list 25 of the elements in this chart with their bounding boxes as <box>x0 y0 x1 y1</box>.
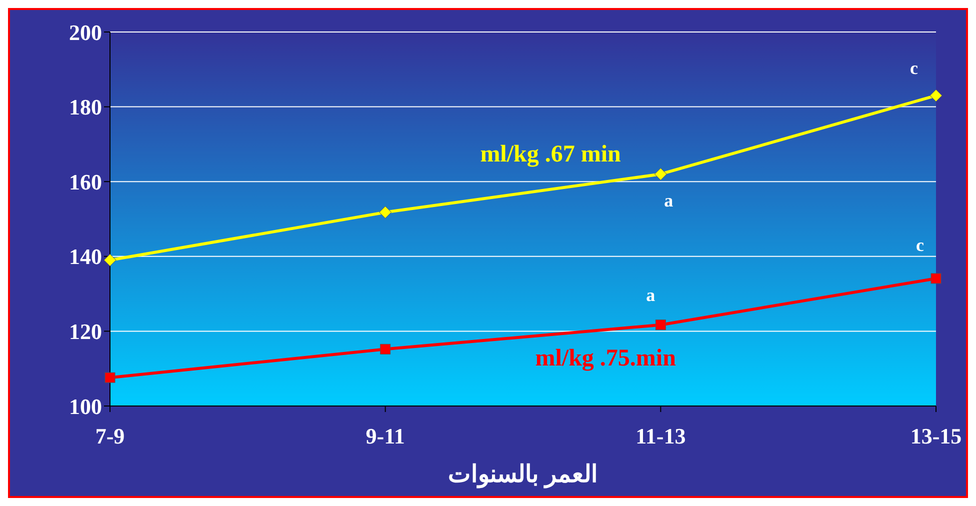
x-tick-label: 13-15 <box>910 424 962 449</box>
x-tick-label: 9-11 <box>366 424 405 449</box>
x-tick-label: 11-13 <box>636 424 686 449</box>
point <box>930 89 942 102</box>
y-tick-label: 180 <box>69 94 102 120</box>
y-tick-label: 120 <box>69 319 102 344</box>
annotation: c <box>916 234 924 255</box>
annotation: a <box>664 190 674 211</box>
x-tick-label: 7-9 <box>95 424 125 449</box>
point <box>930 273 942 284</box>
point <box>104 372 116 383</box>
y-tick-label: 100 <box>69 394 102 419</box>
y-tick-label: 200 <box>69 20 102 45</box>
y-tick-label: 160 <box>69 169 102 194</box>
point <box>655 320 666 330</box>
point <box>104 254 116 266</box>
annotation: c <box>910 58 918 78</box>
annotation: a <box>646 285 656 306</box>
point <box>379 206 392 219</box>
point <box>654 168 667 180</box>
point <box>380 344 391 354</box>
x-axis-title: العمر بالسنوات <box>448 462 598 489</box>
series-label: ml/kg .75.min <box>535 346 676 372</box>
series-label: ml/kg .67 min <box>480 142 621 168</box>
y-tick-label: 140 <box>69 244 102 270</box>
